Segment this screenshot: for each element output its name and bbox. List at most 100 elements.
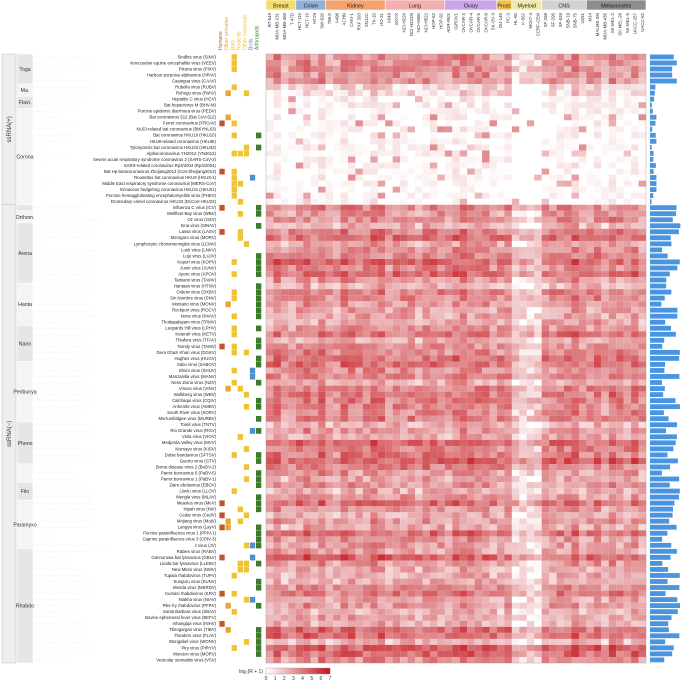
heatmap-cell [266,349,274,356]
heatmap-cell [601,482,609,489]
heatmap-cell [511,168,520,175]
heatmap-cell [631,548,639,555]
heatmap-cell [571,96,579,103]
heatmap-cell [482,433,490,440]
heatmap-cell [266,192,274,199]
heatmap-cell [295,108,304,115]
heatmap-cell [482,506,490,513]
heatmap-cell [347,114,356,121]
heatmap-cell [295,313,304,320]
heatmap-cell [444,403,453,410]
heatmap-cell [578,367,587,374]
heatmap-cell [564,331,572,338]
heatmap-cell [541,518,550,525]
heatmap-cell [333,427,341,434]
heatmap-cell [482,216,490,223]
cell-line-label: IGROV1 [453,12,458,29]
heatmap-cell [295,156,304,163]
heatmap-cell [519,174,527,181]
heatmap-cell [385,132,393,139]
heatmap-cell [385,349,393,356]
heatmap-cell [415,259,423,266]
heatmap-cell [571,554,579,561]
heatmap-cell [288,566,296,573]
virus-label: NL63-related bat coronavirus (BtKYNL63) [136,127,216,132]
heatmap-cell [452,421,460,428]
virus-label: Moreton virus (MORV) [173,651,216,656]
heatmap-cell [318,415,326,422]
heatmap-cell [310,367,319,374]
heatmap-cell [288,156,296,163]
host-cell [256,415,262,422]
heatmap-cell [519,144,527,151]
heatmap-cell [601,54,609,61]
heatmap-cell [377,138,386,145]
heatmap-cell [519,216,527,223]
virus-label: Thottapalayam virus (TPMV) [161,320,216,325]
heatmap-cell [295,319,304,326]
heatmap-cell [370,325,378,332]
heatmap-cell [549,192,557,199]
heatmap-cell [571,66,579,73]
heatmap-cell [586,500,594,507]
heatmap-cell [489,240,498,248]
heatmap-cell [571,518,579,525]
heatmap-cell [392,180,401,187]
heatmap-cell [340,301,349,308]
heatmap-cell [564,397,572,404]
heatmap-cell [355,554,363,561]
heatmap-cell [340,234,349,241]
heatmap-cell [355,403,363,410]
virus-label: Sina virus (SINAV) [181,223,217,228]
heatmap-cell [266,355,274,362]
heatmap-cell [318,494,326,501]
heatmap-cell [422,337,430,344]
heatmap-cell [534,451,542,459]
heatmap-cell [459,572,468,579]
heatmap-cell [556,584,565,591]
heatmap-cell [385,168,393,175]
heatmap-cell [355,367,363,374]
heatmap-cell [347,500,356,507]
heatmap-cell [519,168,527,175]
heatmap-cell [571,427,579,434]
heatmap-cell [266,198,274,205]
heatmap-cell [266,186,274,193]
heatmap-cell [549,246,557,254]
heatmap-cell [303,240,311,248]
heatmap-cell [288,240,296,248]
heatmap-cell [623,427,632,434]
heatmap-cell [415,427,423,434]
heatmap-cell [601,174,609,181]
heatmap-cell [355,301,363,308]
heatmap-cell [519,325,527,332]
heatmap-cell [280,54,289,61]
heatmap-cell [526,572,535,579]
heatmap-cell [482,397,490,404]
heatmap-cell [362,72,371,79]
heatmap-cell [526,373,535,380]
heatmap-cell [564,319,572,326]
heatmap-cell [534,240,542,248]
virus-label: Porcine epidemic diarrhoea virus (PEDV) [138,109,217,114]
heatmap-cell [273,427,281,434]
heatmap-cell [564,457,572,465]
heatmap-cell [474,494,483,501]
heatmap-cell [623,560,632,567]
heatmap-cell [288,295,296,302]
heatmap-cell [616,168,624,175]
cell-line-label: SNB-19 [565,12,570,28]
host-cell [231,645,237,651]
heatmap-cell [601,524,609,531]
heatmap-cell [429,361,438,368]
heatmap-cell [295,96,304,103]
heatmap-cell [482,584,490,591]
heatmap-cell [392,54,401,61]
heatmap-cell [601,246,609,254]
heatmap-cell [601,325,609,332]
heatmap-cell [549,584,557,591]
heatmap-cell [280,391,289,398]
heatmap-cell [288,361,296,368]
heatmap-cell [385,271,393,278]
heatmap-cell [266,403,274,410]
